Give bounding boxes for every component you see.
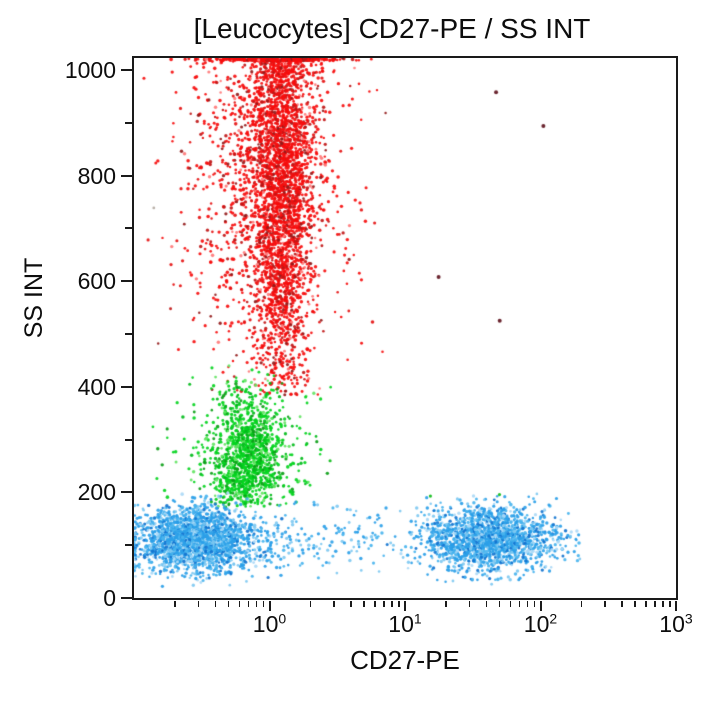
y-minor-tick <box>125 438 132 441</box>
y-tick-label: 1000 <box>64 57 116 84</box>
y-minor-tick <box>125 333 132 336</box>
plot-title: [Leucocytes] CD27-PE / SS INT <box>193 13 591 44</box>
x-axis-label: CD27-PE <box>350 645 460 675</box>
x-major-tick <box>675 601 677 611</box>
x-major-tick <box>404 601 406 611</box>
y-major-tick <box>121 491 132 494</box>
y-major-tick <box>121 69 132 72</box>
x-minor-tick <box>533 601 536 607</box>
x-minor-tick <box>485 601 488 607</box>
y-axis-label: SS INT <box>20 257 48 339</box>
y-major-tick <box>121 174 132 177</box>
x-minor-tick <box>509 601 512 607</box>
x-minor-tick <box>214 601 217 607</box>
x-minor-tick <box>247 601 250 607</box>
x-minor-tick <box>669 601 671 607</box>
x-major-tick <box>268 601 271 611</box>
y-tick-label: 600 <box>77 268 116 295</box>
x-minor-tick <box>498 601 501 607</box>
y-minor-tick <box>125 227 132 230</box>
x-minor-tick <box>391 601 393 607</box>
x-minor-tick <box>363 601 365 607</box>
x-minor-tick <box>197 601 200 607</box>
x-minor-tick <box>333 601 335 607</box>
x-minor-tick <box>654 601 656 607</box>
x-minor-tick <box>174 601 176 607</box>
x-minor-tick <box>662 601 664 607</box>
x-tick-label: 103 <box>659 610 693 637</box>
x-minor-tick <box>621 601 623 607</box>
x-minor-tick <box>350 601 352 607</box>
x-minor-tick <box>398 601 400 607</box>
x-minor-tick <box>604 601 606 607</box>
y-major-tick <box>121 597 132 599</box>
x-minor-tick <box>255 601 258 607</box>
x-minor-tick <box>227 601 230 607</box>
y-tick-label: 800 <box>77 162 116 189</box>
x-minor-tick <box>645 601 647 607</box>
x-minor-tick <box>580 601 583 607</box>
x-minor-tick <box>374 601 376 607</box>
y-minor-tick <box>125 121 132 124</box>
scatter-canvas[interactable] <box>134 58 676 598</box>
x-tick-label: 101 <box>388 610 422 637</box>
x-minor-tick <box>309 601 312 607</box>
plot-area[interactable] <box>132 56 678 600</box>
x-minor-tick <box>468 601 471 607</box>
y-tick-label: 0 <box>103 585 116 611</box>
x-minor-tick <box>526 601 529 607</box>
x-tick-label: 100 <box>252 610 287 637</box>
x-minor-tick <box>518 601 521 607</box>
x-minor-tick <box>262 601 265 607</box>
x-minor-tick <box>383 601 385 607</box>
y-minor-tick <box>125 544 132 547</box>
x-minor-tick <box>238 601 241 607</box>
y-major-tick <box>121 385 132 388</box>
x-major-tick <box>539 601 542 611</box>
x-minor-tick <box>634 601 636 607</box>
x-minor-tick <box>445 601 447 607</box>
x-tick-label: 102 <box>523 610 558 637</box>
y-tick-label: 200 <box>77 479 116 506</box>
y-major-tick <box>121 280 132 283</box>
y-tick-label: 400 <box>77 373 116 400</box>
